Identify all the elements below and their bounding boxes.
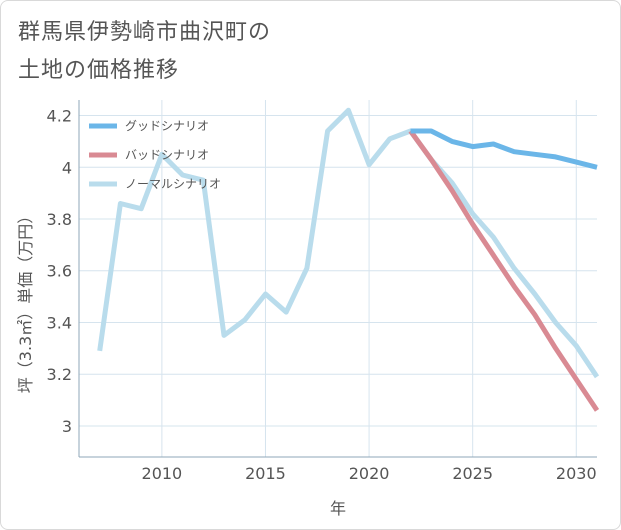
axes xyxy=(78,100,597,458)
y-tick-label: 3.4 xyxy=(47,313,72,332)
x-tick-label: 2015 xyxy=(245,464,286,483)
x-tick-label: 2020 xyxy=(349,464,390,483)
legend-label[interactable]: グッドシナリオ xyxy=(125,119,209,133)
y-tick-label: 3 xyxy=(62,417,72,436)
legend-label[interactable]: ノーマルシナリオ xyxy=(125,177,221,191)
chart-title-line-2: 土地の価格推移 xyxy=(18,58,180,83)
series-line-1 xyxy=(408,129,600,412)
y-tick-label: 4.2 xyxy=(47,107,72,126)
y-tick-label: 3.6 xyxy=(47,262,72,281)
legend-label[interactable]: バッドシナリオ xyxy=(125,148,209,162)
x-tick-label: 2025 xyxy=(452,464,493,483)
x-tick-label: 2010 xyxy=(142,464,183,483)
y-tick-label: 3.8 xyxy=(47,210,72,229)
series-lines xyxy=(97,107,600,412)
series-line-0 xyxy=(410,128,598,170)
y-axis-label: 坪（3.3㎡）単価（万円） xyxy=(16,208,35,393)
x-tick-label: 2030 xyxy=(556,464,597,483)
y-tick-label: 4 xyxy=(62,158,72,177)
y-tick-label: 3.2 xyxy=(47,365,72,384)
x-axis-label: 年 xyxy=(330,499,346,518)
series-line-2 xyxy=(97,107,600,379)
tick-labels: 3 3.2 3.4 3.6 3.8 4 4.2 2010 2015 2020 2025 2030 xyxy=(47,107,597,483)
chart-title-line-1: 群馬県伊勢崎市曲沢町の xyxy=(18,20,272,45)
